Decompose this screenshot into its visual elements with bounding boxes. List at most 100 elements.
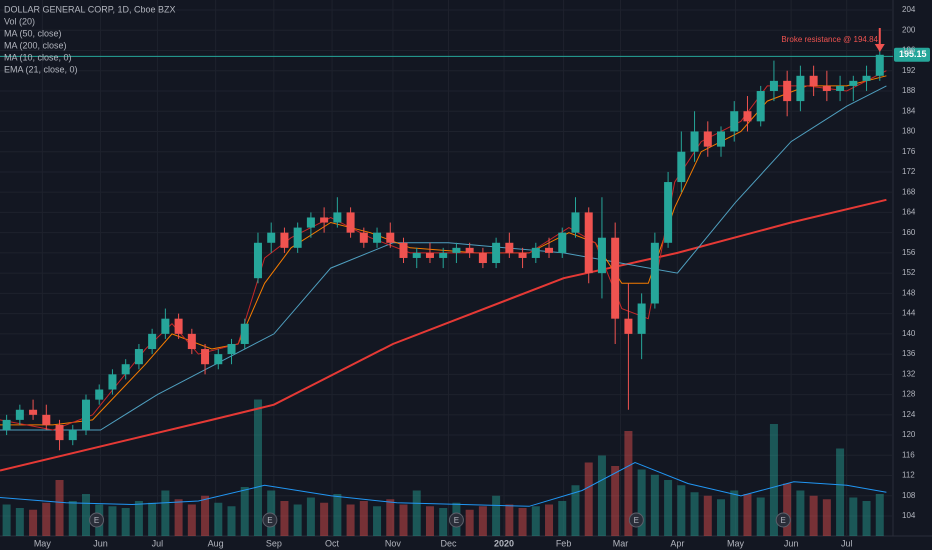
y-tick-label: 148 xyxy=(902,288,916,297)
volume-bar xyxy=(584,462,593,536)
volume-bar xyxy=(677,485,686,536)
y-tick-label: 176 xyxy=(902,147,916,156)
volume-bar xyxy=(730,490,739,536)
y-tick-label: 204 xyxy=(902,5,916,14)
volume-bar xyxy=(783,483,792,536)
candle-body xyxy=(862,75,871,81)
candle-body xyxy=(161,318,170,334)
candle-body xyxy=(359,232,368,243)
last-price-label: 195.15 xyxy=(899,49,927,59)
earnings-marker xyxy=(775,512,791,528)
y-tick-label: 112 xyxy=(902,471,915,480)
volume-bar xyxy=(637,469,646,536)
y-tick-label: 160 xyxy=(902,228,916,237)
x-tick-label: May xyxy=(34,538,52,548)
y-tick-label: 200 xyxy=(902,25,916,34)
candle-body xyxy=(717,131,726,147)
volume-bar xyxy=(809,495,818,536)
candle-body xyxy=(545,247,554,253)
ma-line xyxy=(0,198,887,472)
candle-body xyxy=(399,242,408,258)
candle-body xyxy=(730,111,739,132)
candle-body xyxy=(531,247,540,258)
x-tick-label: May xyxy=(727,538,745,548)
volume-bar xyxy=(373,506,382,536)
earnings-label: E xyxy=(94,516,99,525)
volume-bar xyxy=(505,504,514,536)
candle-body xyxy=(293,227,302,248)
candle-body xyxy=(809,75,818,86)
candle-body xyxy=(214,354,223,365)
candle-body xyxy=(201,349,210,365)
volume-bar xyxy=(29,509,38,536)
y-tick-label: 168 xyxy=(902,187,916,196)
volume-bar xyxy=(875,494,884,536)
earnings-label: E xyxy=(267,516,272,525)
candle-body xyxy=(267,232,276,243)
volume-bar xyxy=(161,490,170,536)
volume-bar xyxy=(611,466,620,536)
volume-bar xyxy=(320,502,329,536)
candle-body xyxy=(42,414,51,425)
candle-body xyxy=(134,349,143,365)
candle-body xyxy=(492,242,501,264)
candle-body xyxy=(836,85,845,91)
candle-body xyxy=(822,85,831,91)
indicator-label: MA (50, close) xyxy=(4,28,62,38)
candle-body xyxy=(280,232,289,248)
volume-bar xyxy=(545,504,554,536)
candle-body xyxy=(15,409,24,420)
x-tick-label: Aug xyxy=(208,538,224,548)
volume-bar xyxy=(214,502,223,536)
volume-bar xyxy=(664,480,673,536)
volume-bar xyxy=(743,494,752,536)
volume-bar xyxy=(439,508,448,536)
volume-bar xyxy=(756,497,765,536)
y-tick-label: 120 xyxy=(902,430,916,439)
volume-bar xyxy=(518,508,527,536)
y-tick-label: 172 xyxy=(902,167,916,176)
x-tick-label: Mar xyxy=(613,538,629,548)
y-tick-label: 108 xyxy=(902,491,916,500)
overlay: E E E E E Broke resistance @ 194.84 195.15 xyxy=(0,28,930,528)
indicator-lines xyxy=(0,70,887,472)
volume-bar xyxy=(492,495,501,536)
volume-bar xyxy=(333,494,342,536)
candle-body xyxy=(253,242,262,279)
chart-title: DOLLAR GENERAL CORP, 1D, Cboe BZX xyxy=(4,4,176,14)
volume-bar xyxy=(201,495,210,536)
x-tick-label: Feb xyxy=(556,538,572,548)
indicator-label: EMA (21, close, 0) xyxy=(4,64,78,74)
volume-bar xyxy=(240,487,249,536)
indicator-label: MA (200, close) xyxy=(4,40,67,50)
x-tick-label: 2020 xyxy=(494,538,514,548)
candle-body xyxy=(571,212,580,233)
volume-ma-line xyxy=(0,461,887,507)
volume-bar xyxy=(346,504,355,536)
candle-body xyxy=(81,399,90,430)
indicator-label: MA (10, close, 0) xyxy=(4,52,72,62)
y-tick-label: 164 xyxy=(902,208,916,217)
volume-bar xyxy=(399,504,408,536)
candle-body xyxy=(677,151,686,183)
candle-body xyxy=(624,318,633,334)
candle-body xyxy=(95,389,104,400)
volume-bar xyxy=(15,508,24,536)
volume-bar xyxy=(862,501,871,536)
candle-body xyxy=(756,90,765,122)
candle-body xyxy=(333,212,342,223)
earnings-marker xyxy=(262,512,278,528)
volume-bar xyxy=(68,501,77,536)
y-tick-label: 104 xyxy=(902,511,916,520)
candle-body xyxy=(55,424,64,441)
candle-body xyxy=(783,80,792,102)
candle-body xyxy=(690,131,699,152)
candle-body xyxy=(121,364,130,375)
candle-body xyxy=(306,217,315,228)
candle-body xyxy=(505,242,514,253)
candle-body xyxy=(849,80,858,86)
annotation-arrowhead xyxy=(874,44,885,52)
candle-body xyxy=(611,237,620,319)
candle-body xyxy=(439,252,448,258)
